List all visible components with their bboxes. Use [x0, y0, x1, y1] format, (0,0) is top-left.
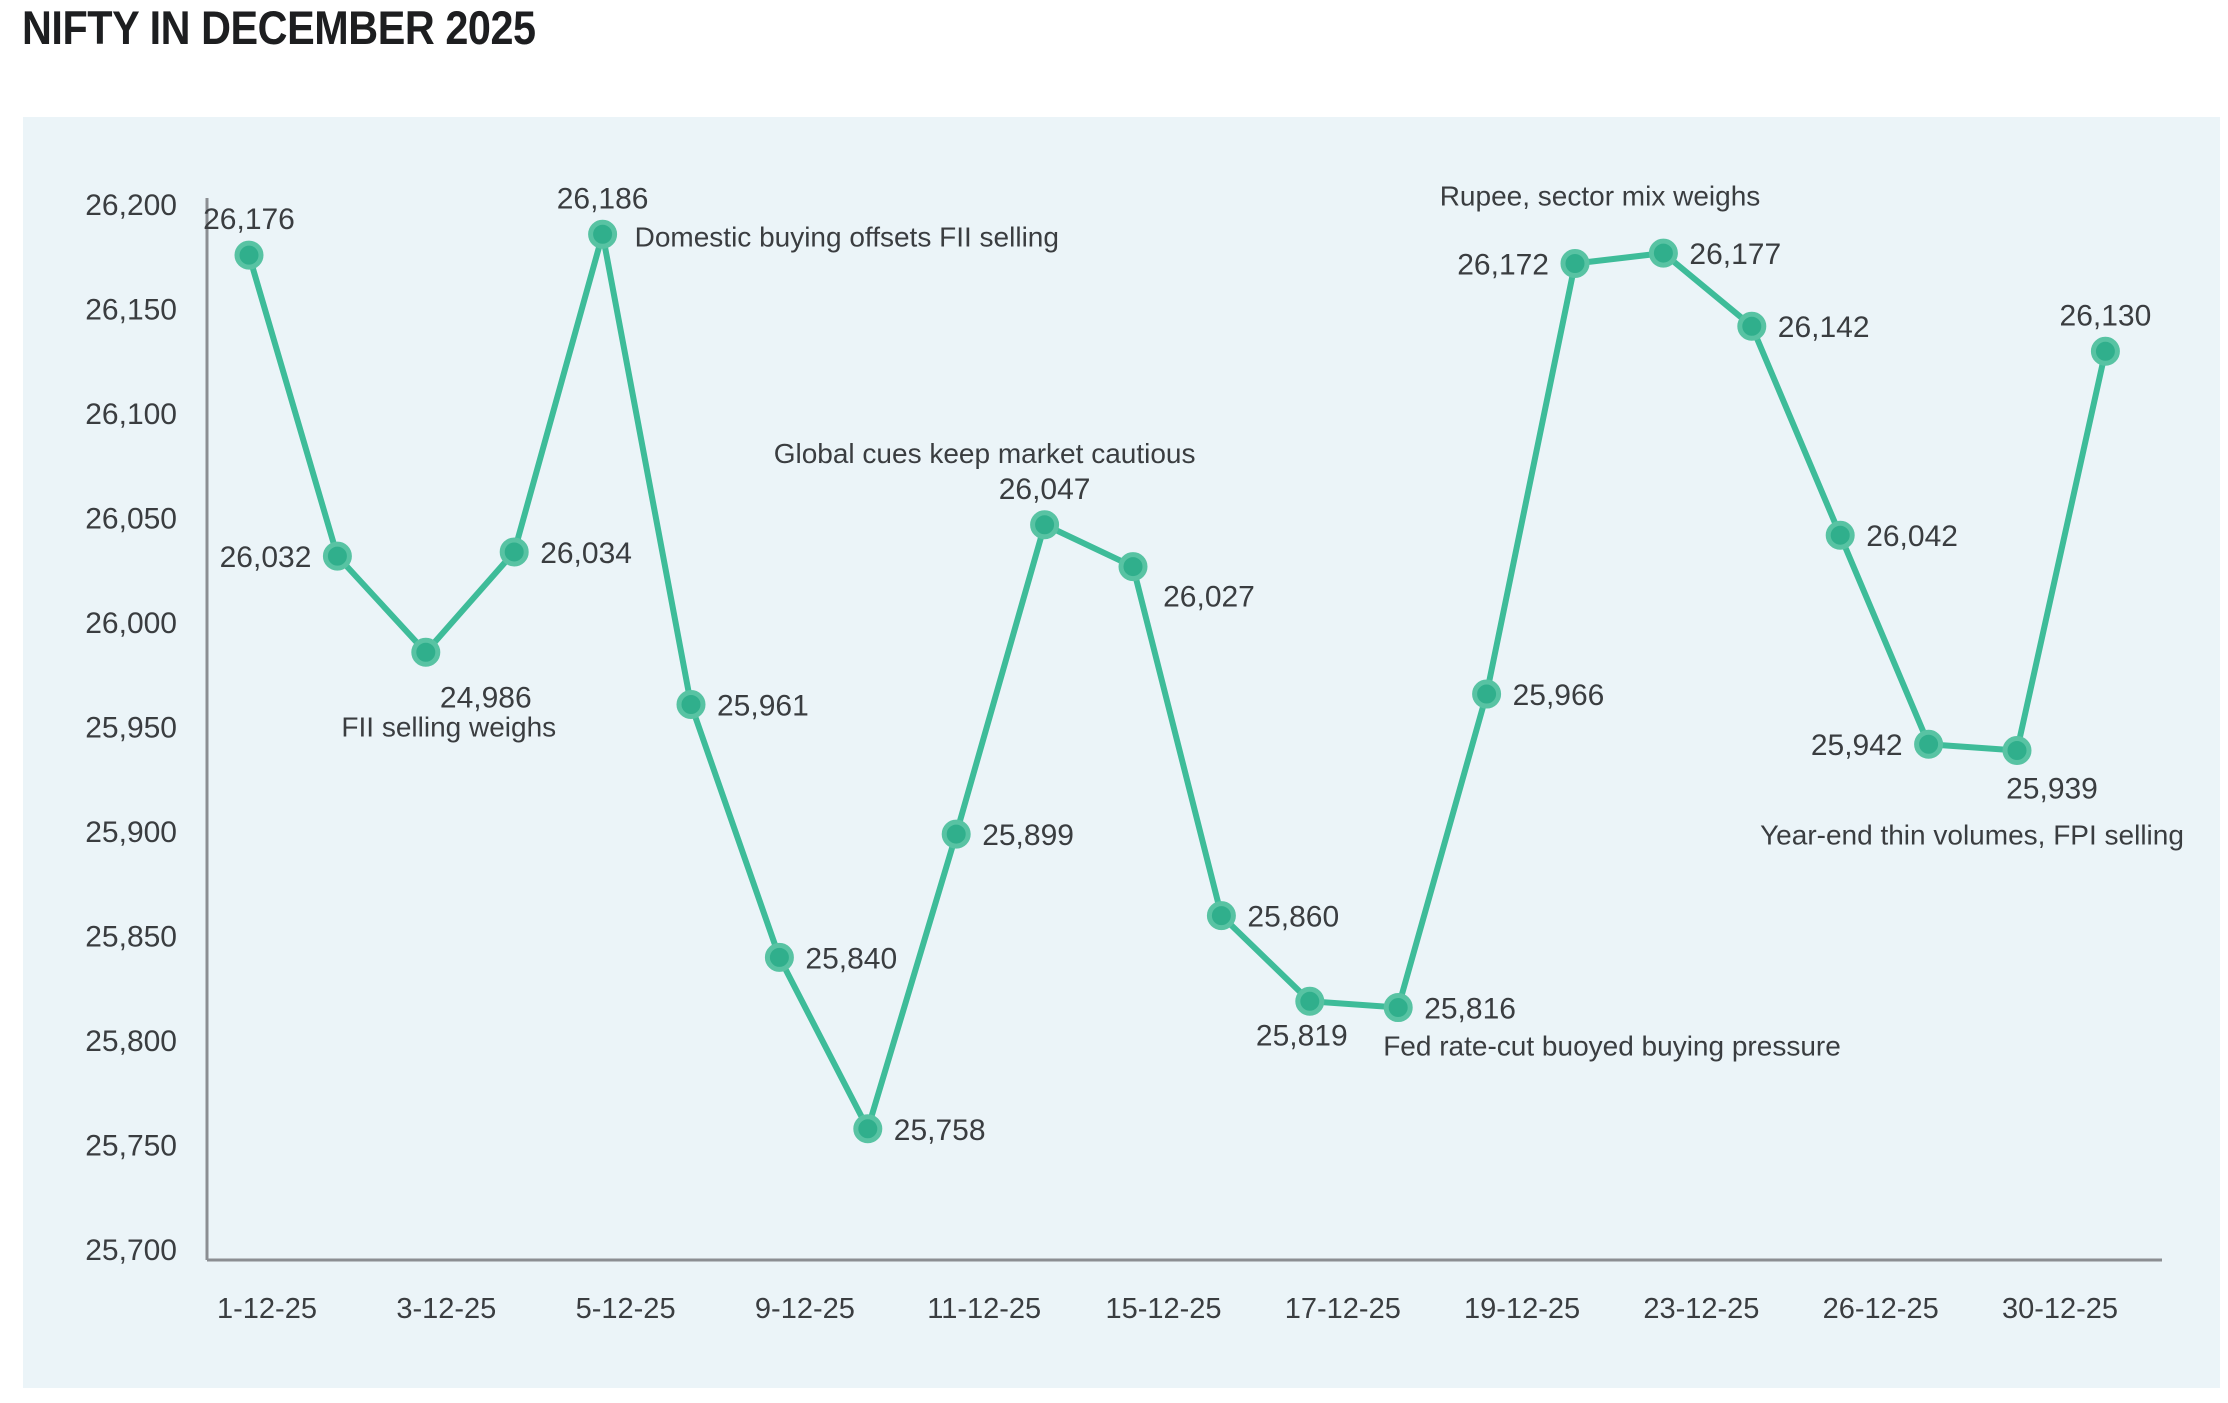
data-point-label: 25,961	[717, 690, 809, 723]
x-axis-tick-label: 23-12-25	[1643, 1293, 1759, 1325]
data-point-marker	[1030, 510, 1060, 540]
data-point-marker	[764, 942, 794, 972]
data-point-label: 25,860	[1247, 901, 1339, 934]
data-point-label: 26,172	[1457, 249, 1549, 282]
data-point-label: 25,819	[1256, 1019, 1348, 1052]
y-axis-tick-label: 26,050	[85, 503, 177, 536]
data-point-marker	[588, 219, 618, 249]
chart-annotation: Rupee, sector mix weighs	[1440, 181, 1761, 212]
data-point-marker	[1914, 729, 1944, 759]
y-axis-tick-label: 26,100	[85, 398, 177, 431]
chart-annotation: Domestic buying offsets FII selling	[635, 221, 1059, 252]
data-point-label: 25,840	[805, 942, 897, 975]
data-point-label: 26,047	[999, 473, 1091, 506]
chart-panel	[23, 117, 2220, 1388]
x-axis-tick-label: 17-12-25	[1285, 1293, 1401, 1325]
y-axis-tick-label: 25,750	[85, 1130, 177, 1163]
y-axis-tick-label: 25,900	[85, 816, 177, 849]
data-point-marker	[234, 240, 264, 270]
data-point-label: 26,032	[220, 541, 312, 574]
data-point-label: 24,986	[440, 681, 532, 714]
data-point-marker	[499, 537, 529, 567]
data-point-marker	[1825, 520, 1855, 550]
chart-title: NIFTY IN DECEMBER 2025	[22, 1, 536, 54]
data-point-label: 26,042	[1866, 520, 1958, 553]
data-point-marker	[1295, 986, 1325, 1016]
data-point-label: 26,142	[1778, 311, 1870, 344]
data-point-marker	[411, 637, 441, 667]
data-point-label: 25,899	[982, 819, 1074, 852]
y-axis-tick-label: 26,200	[85, 189, 177, 222]
data-point-label: 26,177	[1689, 238, 1781, 271]
chart-annotation: Global cues keep market cautious	[774, 438, 1196, 469]
y-axis-tick-label: 26,150	[85, 294, 177, 327]
data-point-marker	[1383, 993, 1413, 1023]
data-point-label: 25,758	[894, 1114, 986, 1147]
chart-annotation: Fed rate-cut buoyed buying pressure	[1383, 1031, 1841, 1062]
x-axis-tick-label: 9-12-25	[755, 1293, 855, 1325]
y-axis-tick-label: 25,800	[85, 1025, 177, 1058]
y-axis-tick-label: 25,700	[85, 1234, 177, 1267]
data-point-marker	[941, 819, 971, 849]
y-axis-tick-label: 25,850	[85, 921, 177, 954]
data-point-marker	[853, 1114, 883, 1144]
data-point-label: 25,816	[1424, 993, 1516, 1026]
data-point-label: 26,130	[2060, 299, 2152, 332]
x-axis-tick-label: 3-12-25	[396, 1293, 496, 1325]
data-point-label: 26,034	[540, 537, 632, 570]
nifty-line-series	[246, 231, 2109, 1132]
data-point-marker	[676, 690, 706, 720]
x-axis-tick-label: 11-12-25	[927, 1293, 1041, 1325]
data-point-marker	[1648, 238, 1678, 268]
x-axis-tick-label: 26-12-25	[1823, 1293, 1939, 1325]
data-point-marker	[1737, 311, 1767, 341]
x-axis-tick-label: 30-12-25	[2002, 1293, 2118, 1325]
chart-annotation: Year-end thin volumes, FPI selling	[1760, 819, 2184, 850]
data-point-marker	[1560, 249, 1590, 279]
data-point-label: 25,942	[1811, 729, 1903, 762]
x-axis-tick-label: 19-12-25	[1464, 1293, 1580, 1325]
chart-annotation: FII selling weighs	[341, 711, 556, 742]
data-point-marker	[322, 541, 352, 571]
y-axis-tick-label: 25,950	[85, 712, 177, 745]
data-point-marker	[1472, 679, 1502, 709]
data-point-label: 26,027	[1163, 581, 1255, 614]
x-axis-tick-label: 15-12-25	[1105, 1293, 1221, 1325]
data-point-label: 25,939	[2006, 772, 2098, 805]
y-axis-tick-label: 26,000	[85, 607, 177, 640]
x-axis-tick-label: 5-12-25	[576, 1293, 676, 1325]
data-point-label: 26,176	[203, 203, 295, 236]
data-point-marker	[1206, 901, 1236, 931]
x-axis-tick-label: 1-12-25	[217, 1293, 317, 1325]
data-point-marker	[2002, 735, 2032, 765]
data-point-marker	[1118, 552, 1148, 582]
data-point-marker	[2090, 336, 2120, 366]
data-point-label: 25,966	[1513, 679, 1605, 712]
data-point-label: 26,186	[557, 182, 649, 215]
